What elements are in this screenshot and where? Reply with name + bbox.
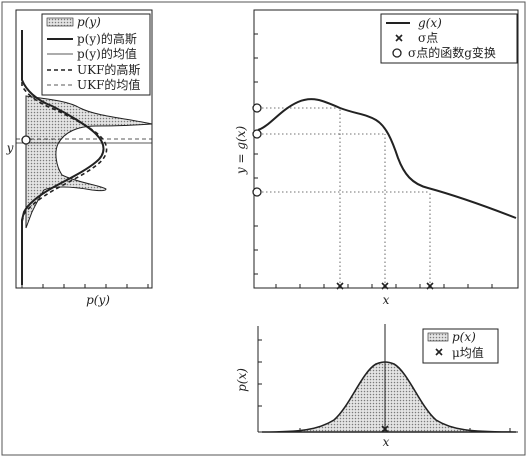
px-gaussian-area [261, 361, 517, 433]
left-xlabel: p(y) [86, 293, 110, 307]
sigma-point-marker [381, 282, 389, 290]
right-ylabel: y = g(x) [234, 126, 248, 176]
legend-label-py-gaussian: p(y)的高斯 [77, 31, 137, 46]
py-gaussian-curve [21, 30, 105, 285]
legend-label-mean: μ均值 [452, 345, 484, 360]
transformed-point-marker [252, 187, 262, 197]
legend-label-ukf-mean: UKF的均值 [77, 77, 140, 92]
bottom-panel: p(x) μ均值 x p(x) [235, 324, 518, 449]
legend-label-px: p(x) [452, 330, 476, 344]
transformed-sigma-points [252, 103, 262, 197]
right-ticks [254, 33, 493, 288]
bottom-ylabel: p(x) [235, 368, 249, 392]
legend-label-ukf-gaussian: UKF的高斯 [77, 62, 140, 77]
left-ylabel: y [6, 141, 14, 155]
py-distribution-area [25, 95, 153, 229]
transformed-sigma-point [21, 135, 31, 145]
transformed-point-marker [252, 103, 262, 113]
bottom-legend: p(x) μ均值 [422, 328, 499, 364]
right-panel: g(x) σ点 σ点的函数g变换 x y = g(x) [234, 9, 519, 307]
legend-mean-x-icon [435, 348, 443, 356]
transformed-point-marker [252, 129, 262, 139]
legend-label-sigma-points: σ点 [418, 31, 438, 45]
left-ticks [21, 284, 149, 288]
gx-curve [257, 98, 517, 219]
legend-circle-marker-icon [392, 48, 402, 58]
bottom-xlabel: x [383, 435, 390, 449]
sigma-point-marker [336, 282, 344, 290]
legend-label-transformed: σ点的函数g变换 [408, 45, 496, 60]
sigma-point-marker [426, 282, 434, 290]
sigma-guide-lines [258, 107, 431, 287]
legend-label-py-mean: p(y)的均值 [77, 46, 137, 61]
left-legend-box [41, 13, 151, 96]
right-xlabel: x [383, 293, 390, 307]
legend-hatch-swatch [46, 17, 74, 27]
left-axes-box [15, 9, 153, 289]
right-legend: g(x) σ点 σ点的函数g变换 [380, 13, 518, 64]
px-mean-marker [381, 425, 389, 433]
legend-label-gx: g(x) [418, 16, 442, 30]
legend-label-py: p(y) [77, 15, 101, 29]
sigma-points [336, 282, 434, 290]
legend-px-hatch-swatch [427, 332, 449, 342]
legend-x-marker-icon [395, 34, 403, 42]
ukf-gaussian-curve [21, 40, 108, 223]
left-legend: p(y) p(y)的高斯 p(y)的均值 UKF的高斯 UKF的均值 [41, 13, 151, 96]
left-panel: p(y) p(y)的高斯 p(y)的均值 UKF的高斯 UKF的均值 p(y) … [6, 9, 153, 307]
